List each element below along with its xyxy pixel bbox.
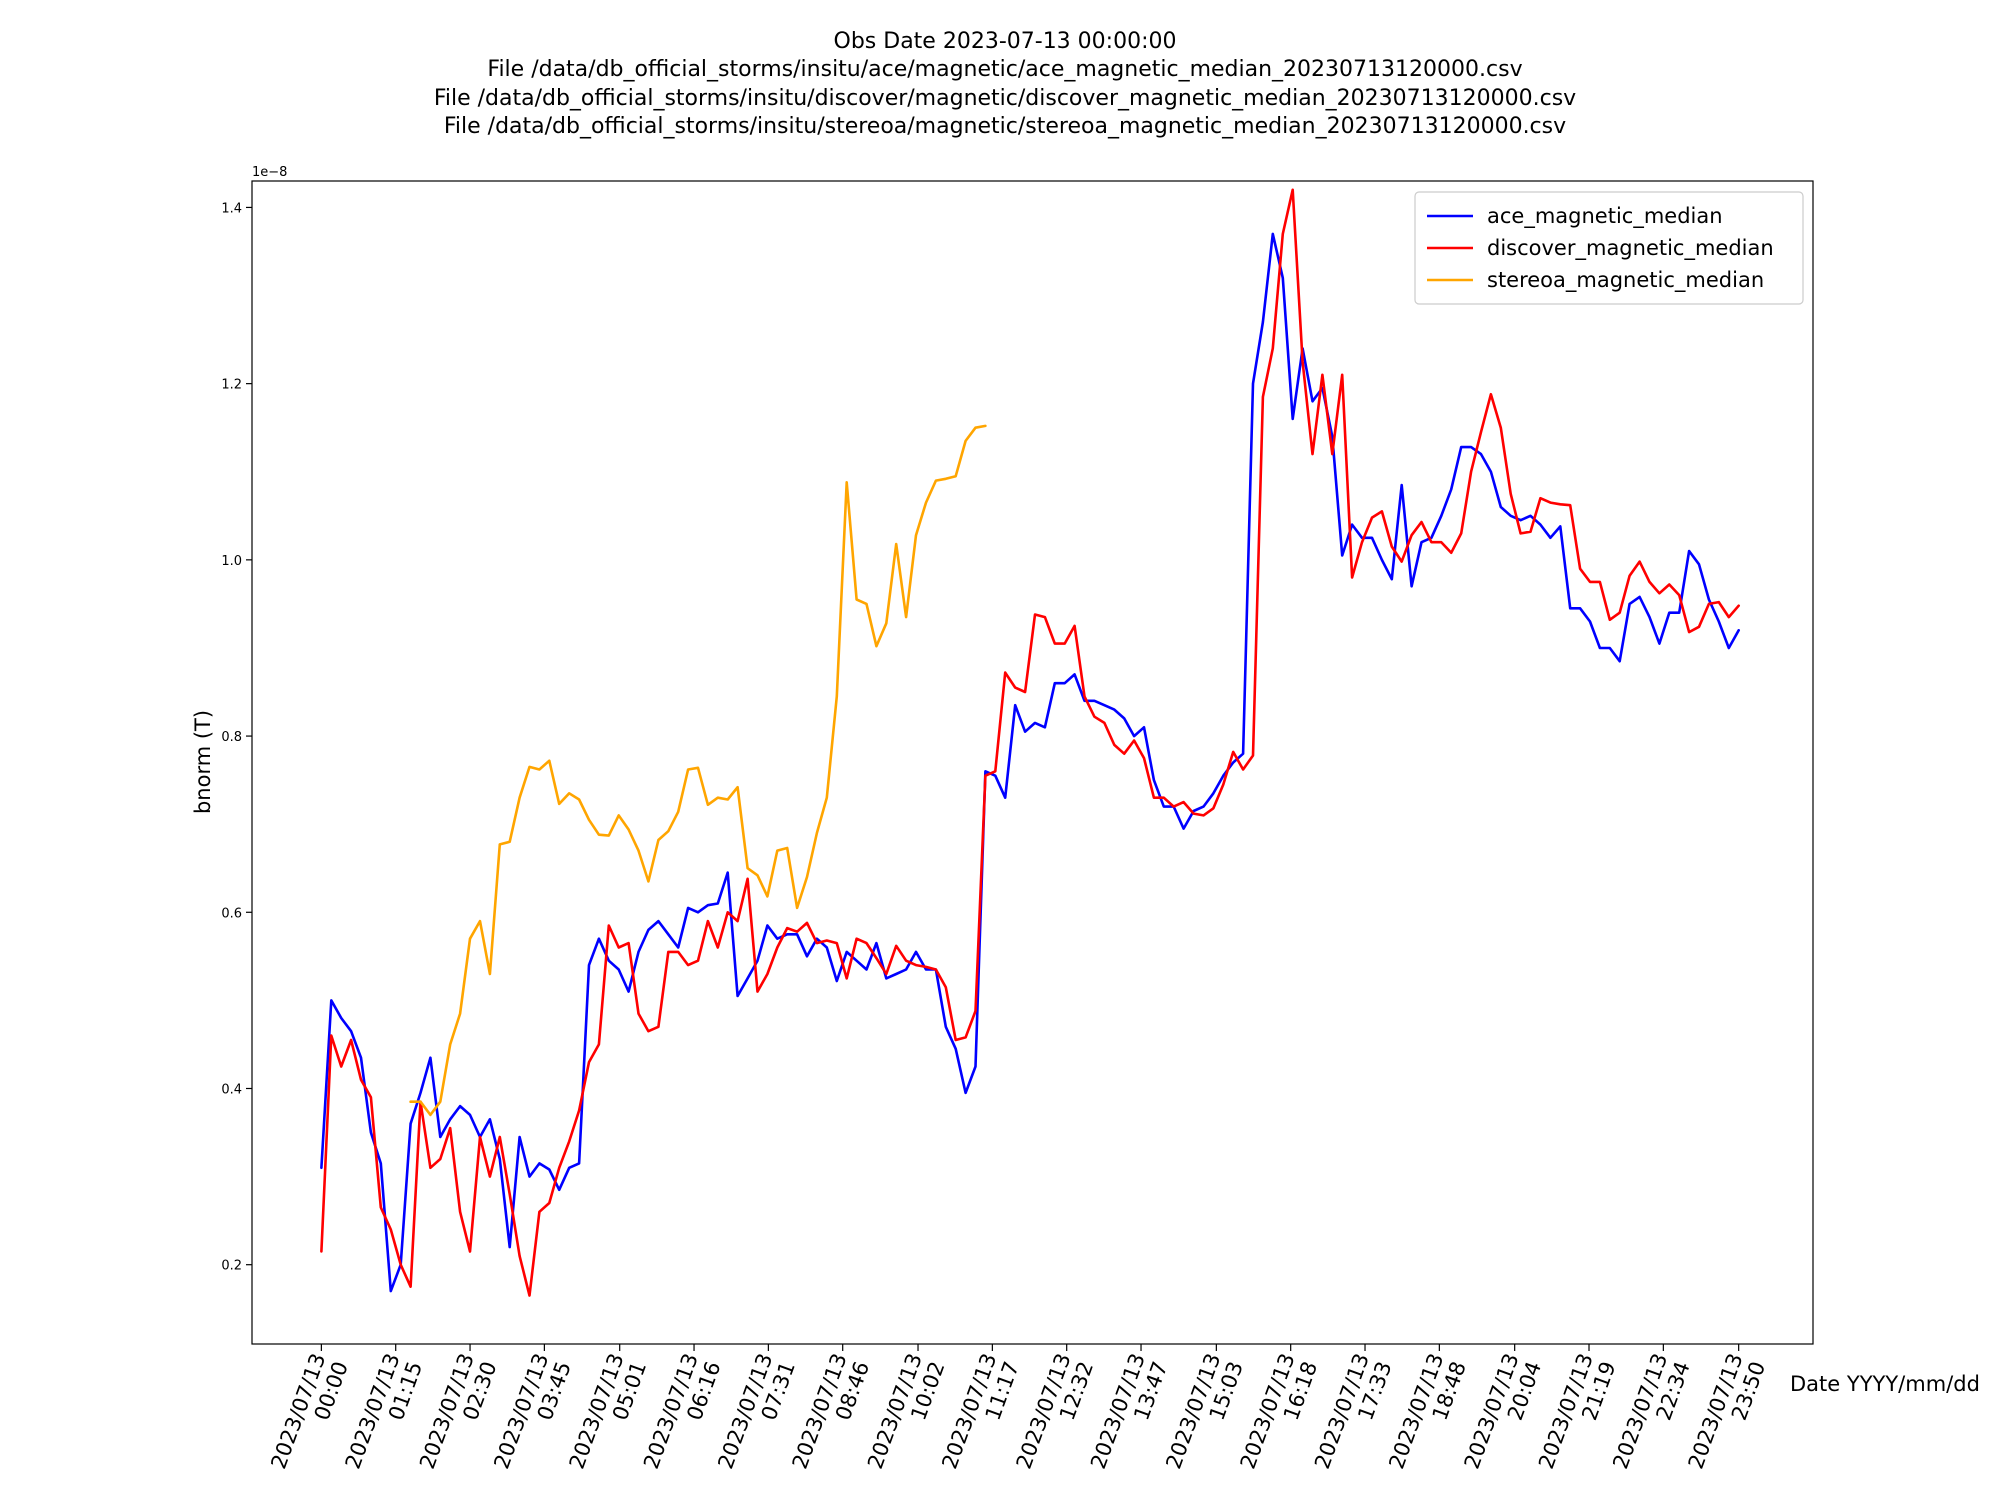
series-layer xyxy=(320,188,1740,1297)
legend-box xyxy=(1414,191,1804,305)
title-line-obs-date: Obs Date 2023-07-13 00:00:00 xyxy=(834,29,1177,54)
axes-frame xyxy=(251,180,1814,1345)
legend-item: ace_magnetic_median xyxy=(1427,204,1723,229)
legend-item: discover_magnetic_median xyxy=(1427,236,1774,261)
legend-label: stereoa_magnetic_median xyxy=(1487,268,1764,293)
legend-label: ace_magnetic_median xyxy=(1487,204,1723,229)
y-tick-label: 0.6 xyxy=(221,906,242,921)
legend: ace_magnetic_median discover_magnetic_med… xyxy=(1414,191,1804,305)
title-line-ace-file: File /data/db_official_storms/insitu/ace… xyxy=(487,57,1522,82)
legend-label: discover_magnetic_median xyxy=(1487,236,1774,261)
y-tick-label: 0.8 xyxy=(221,730,242,745)
y-tick-label: 1.4 xyxy=(221,201,242,216)
title-line-discover-file: File /data/db_official_storms/insitu/dis… xyxy=(434,86,1576,111)
series-line-ace-magnetic-median xyxy=(320,232,1740,1293)
y-axis-label: bnorm (T) xyxy=(191,710,215,814)
x-tick-label: 2023/07/1312:32 xyxy=(1012,1350,1099,1472)
x-axis: 2023/07/1300:002023/07/1301:152023/07/13… xyxy=(266,1344,1771,1472)
series-line-stereoa-magnetic-median xyxy=(409,424,987,1117)
y-axis-offset-label: 1e−8 xyxy=(252,165,287,180)
y-tick-label: 1.2 xyxy=(221,378,242,393)
y-tick-label: 0.2 xyxy=(221,1259,242,1274)
y-axis: 0.2 0.4 0.6 0.8 1.0 1.2 1.4 xyxy=(221,201,252,1274)
title-line-stereoa-file: File /data/db_official_storms/insitu/ste… xyxy=(444,114,1566,139)
series-line-discover-magnetic-median xyxy=(320,188,1740,1297)
x-axis-label: Date YYYY/mm/dd xyxy=(1790,1372,1980,1396)
chart-title: Obs Date 2023-07-13 00:00:00 File /data/… xyxy=(434,29,1576,139)
y-tick-label: 1.0 xyxy=(221,554,242,569)
legend-item: stereoa_magnetic_median xyxy=(1427,268,1764,293)
y-tick-label: 0.4 xyxy=(221,1082,242,1097)
